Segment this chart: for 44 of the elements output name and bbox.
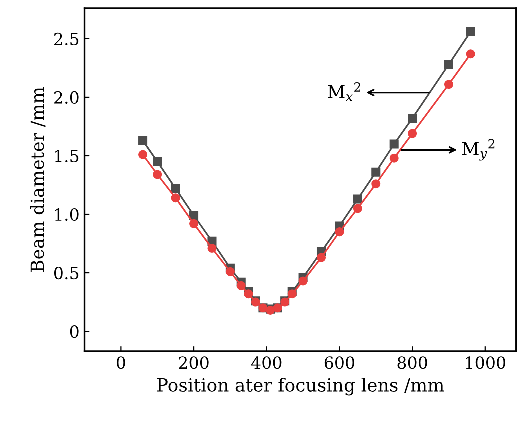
point <box>408 129 418 138</box>
point <box>153 170 162 180</box>
point <box>226 267 235 276</box>
annotation: M$_{x}$$^{2}$ <box>328 82 360 102</box>
point <box>298 276 308 286</box>
x-axis-title: Position ater focusing lens /mm <box>157 378 444 396</box>
annotation: M$_{y}$$^{2}$ <box>462 139 495 161</box>
x-tick-label: 1000 <box>466 356 506 370</box>
point <box>138 136 148 146</box>
point <box>353 204 362 214</box>
y-tick-label: 2.0 <box>54 91 79 104</box>
point <box>408 114 418 124</box>
point <box>372 168 381 177</box>
point <box>138 150 148 160</box>
x-tick-label: 200 <box>179 356 209 370</box>
point <box>288 290 297 299</box>
y-axis-title: Beam diameter /mm <box>30 87 46 272</box>
point <box>335 228 344 237</box>
point <box>372 180 381 189</box>
point <box>316 253 326 262</box>
point <box>466 50 476 59</box>
x-tick-label: 800 <box>398 356 428 370</box>
point <box>190 211 199 220</box>
y-tick-label: 1.5 <box>55 150 79 163</box>
y-tick-label: 1.0 <box>55 208 79 222</box>
y-tick-label: 0.5 <box>54 266 79 280</box>
point <box>171 184 180 194</box>
point <box>244 290 254 299</box>
point <box>444 80 454 90</box>
point <box>190 219 199 228</box>
point <box>353 194 362 204</box>
point <box>236 281 246 290</box>
point <box>390 154 399 163</box>
x-tick-label: 0 <box>116 356 126 370</box>
y-tick-label: 2.5 <box>54 32 79 46</box>
y-tick-label: 0 <box>70 326 79 338</box>
x-tick-label: 600 <box>324 356 355 370</box>
point <box>171 194 180 203</box>
point <box>390 140 399 149</box>
point <box>444 60 454 70</box>
x-tick-label: 400 <box>251 356 282 370</box>
point <box>466 27 476 36</box>
point <box>208 244 217 253</box>
point <box>153 157 162 166</box>
